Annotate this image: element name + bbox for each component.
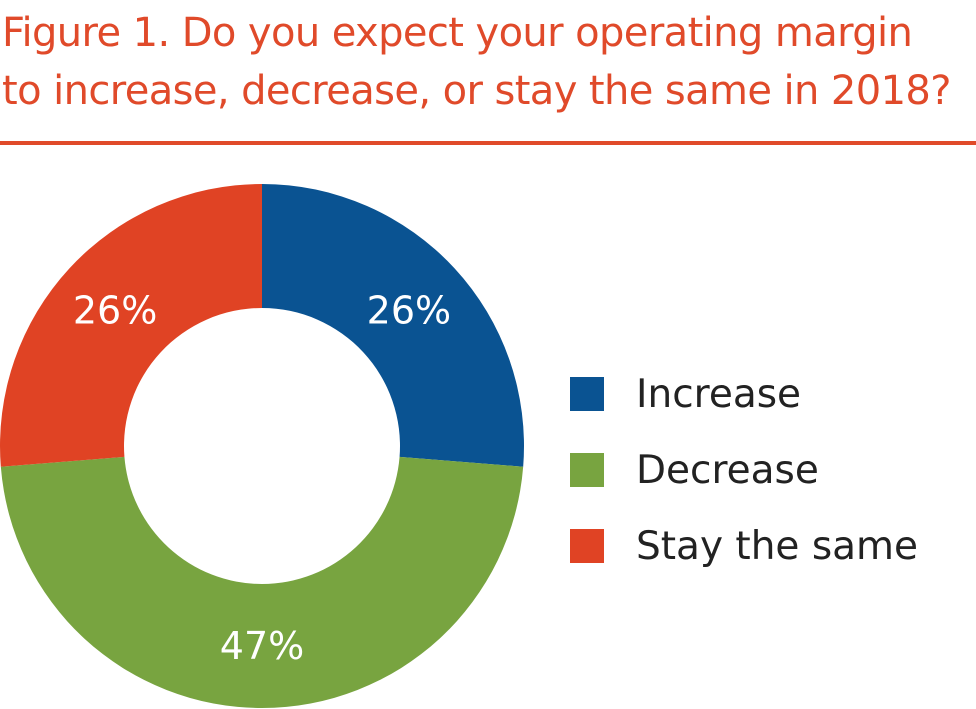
legend-label-same: Stay the same [636, 523, 919, 569]
legend-swatch-decrease [570, 453, 604, 487]
legend-item-decrease: Decrease [570, 432, 918, 508]
legend-item-same: Stay the same [570, 508, 918, 584]
legend-swatch-same [570, 529, 604, 563]
donut-slice-increase [262, 184, 524, 467]
legend-label-increase: Increase [636, 371, 802, 417]
title-divider [0, 141, 976, 145]
legend-swatch-increase [570, 377, 604, 411]
donut-slice-same [0, 184, 262, 467]
chart-title-line-2: to increase, decrease, or stay the same … [2, 68, 952, 114]
legend-label-decrease: Decrease [636, 447, 819, 493]
chart-title: Figure 1. Do you expect your operating m… [2, 4, 974, 120]
chart-title-line-1: Figure 1. Do you expect your operating m… [2, 10, 913, 56]
legend-item-increase: Increase [570, 356, 918, 432]
data-label-same: 26% [73, 288, 157, 332]
donut-slice-decrease [0, 456, 524, 708]
chart-legend: Increase Decrease Stay the same [570, 356, 918, 584]
data-label-increase: 26% [367, 288, 451, 332]
data-label-decrease: 47% [220, 624, 304, 668]
